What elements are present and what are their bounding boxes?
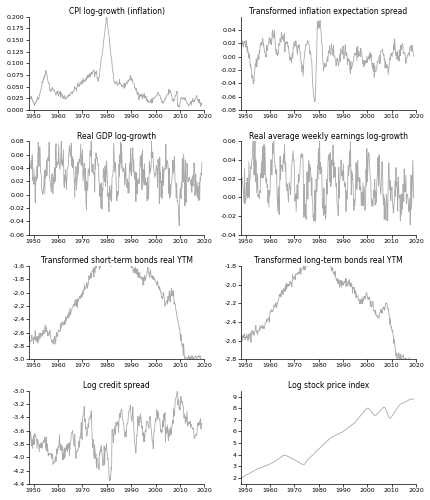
Title: Real GDP log-growth: Real GDP log-growth (77, 132, 156, 140)
Title: Transformed inflation expectation spread: Transformed inflation expectation spread (249, 7, 407, 16)
Title: Log credit spread: Log credit spread (83, 381, 150, 390)
Title: CPI log-growth (inflation): CPI log-growth (inflation) (68, 7, 164, 16)
Title: Real average weekly earnings log-growth: Real average weekly earnings log-growth (249, 132, 407, 140)
Title: Log stock price index: Log stock price index (287, 381, 368, 390)
Title: Transformed short-term bonds real YTM: Transformed short-term bonds real YTM (40, 256, 192, 265)
Title: Transformed long-term bonds real YTM: Transformed long-term bonds real YTM (253, 256, 402, 265)
